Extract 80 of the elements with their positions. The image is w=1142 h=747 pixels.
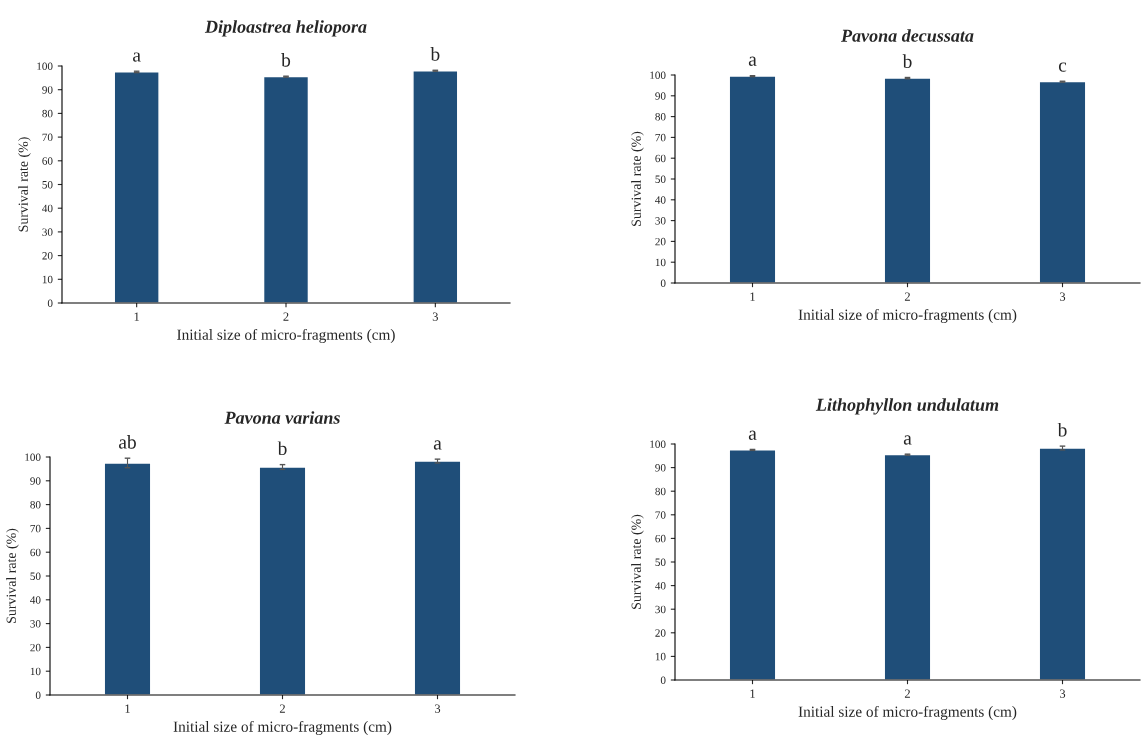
y-tick-label: 0	[47, 299, 53, 307]
y-tick-label: 90	[42, 86, 53, 94]
annotation: a	[903, 435, 912, 445]
annotation: a	[748, 56, 757, 66]
y-tick-label: 40	[42, 204, 53, 213]
y-tick-label: 50	[30, 572, 41, 580]
y-tick-label: 60	[30, 548, 41, 557]
y-tick-label: 50	[42, 180, 53, 189]
y-axis-title: Survival rate (%)	[631, 131, 644, 226]
y-tick-label: 10	[655, 652, 666, 661]
y-tick-label: 0	[660, 279, 666, 287]
y-tick-label: 100	[37, 62, 53, 70]
chart-title: Lithophyllon undulatum	[815, 398, 999, 415]
x-tick-label: 1	[134, 312, 140, 321]
y-tick-label: 70	[655, 511, 666, 519]
y-tick-label: 30	[42, 228, 53, 236]
x-axis-title: Initial size of micro-fragments (cm)	[173, 720, 392, 735]
x-tick-label: 3	[1059, 689, 1066, 698]
y-tick-label: 100	[650, 440, 666, 448]
y-axis-title: Survival rate (%)	[6, 528, 19, 623]
y-tick-label: 60	[655, 534, 666, 543]
annotation: b	[1057, 422, 1067, 437]
y-tick-label: 90	[655, 464, 666, 472]
x-tick-label: 2	[279, 704, 285, 713]
y-tick-label: 70	[42, 133, 53, 142]
x-tick-label: 3	[434, 704, 441, 713]
annotation: ab	[119, 435, 136, 449]
x-tick-label: 2	[904, 689, 910, 698]
y-tick-label: 20	[42, 252, 53, 260]
y-tick-label: 70	[30, 524, 41, 533]
x-tick-label: 3	[1059, 292, 1066, 301]
y-tick-label: 100	[25, 453, 41, 461]
y-tick-label: 20	[655, 629, 666, 637]
y-tick-label: 80	[655, 113, 666, 121]
y-tick-label: 40	[30, 596, 41, 604]
y-axis-title: Survival rate (%)	[631, 514, 644, 609]
x-tick-label: 1	[125, 704, 130, 713]
y-tick-label: 80	[655, 487, 666, 496]
y-tick-label: 30	[655, 217, 666, 225]
chart-title: Pavona decussata	[841, 29, 974, 42]
y-tick-label: 60	[655, 154, 666, 163]
annotation: b	[277, 441, 287, 456]
y-tick-label: 30	[30, 620, 41, 628]
annotation: b	[430, 47, 440, 61]
y-tick-label: 20	[30, 643, 41, 652]
y-tick-label: 10	[42, 275, 53, 284]
y-tick-label: 90	[655, 92, 666, 100]
annotation: b	[281, 53, 291, 67]
annotation: a	[133, 52, 141, 62]
x-tick-label: 2	[904, 292, 910, 301]
y-tick-label: 20	[655, 237, 666, 246]
x-tick-label: 2	[283, 312, 289, 321]
y-tick-label: 40	[655, 582, 666, 590]
y-tick-label: 90	[30, 477, 41, 485]
x-axis-title: Initial size of micro-fragments (cm)	[798, 308, 1017, 323]
y-axis-title: Survival rate (%)	[18, 137, 31, 232]
y-tick-label: 10	[30, 667, 41, 676]
y-tick-label: 0	[35, 691, 41, 699]
y-tick-label: 40	[655, 196, 666, 204]
x-axis-title: Initial size of micro-fragments (cm)	[177, 328, 395, 343]
chart-title: Pavona varians	[224, 411, 340, 424]
chart-title: Diploastrea heliopora	[204, 20, 367, 37]
y-tick-label: 10	[655, 258, 666, 267]
y-tick-label: 70	[655, 133, 666, 142]
annotation: c	[1058, 62, 1067, 72]
y-tick-label: 30	[655, 605, 666, 614]
y-tick-label: 80	[42, 109, 53, 118]
x-tick-label: 1	[750, 292, 755, 301]
x-tick-label: 1	[750, 689, 755, 698]
y-tick-label: 50	[655, 175, 666, 183]
y-tick-label: 50	[655, 558, 666, 566]
y-tick-label: 60	[42, 157, 53, 165]
x-axis-title: Initial size of micro-fragments (cm)	[798, 705, 1017, 720]
annotation: a	[433, 440, 442, 450]
y-tick-label: 100	[650, 71, 666, 79]
y-tick-label: 80	[30, 501, 41, 509]
annotation: a	[748, 430, 757, 440]
y-tick-label: 0	[660, 676, 666, 684]
x-tick-label: 3	[432, 312, 438, 321]
annotation: b	[902, 54, 912, 68]
